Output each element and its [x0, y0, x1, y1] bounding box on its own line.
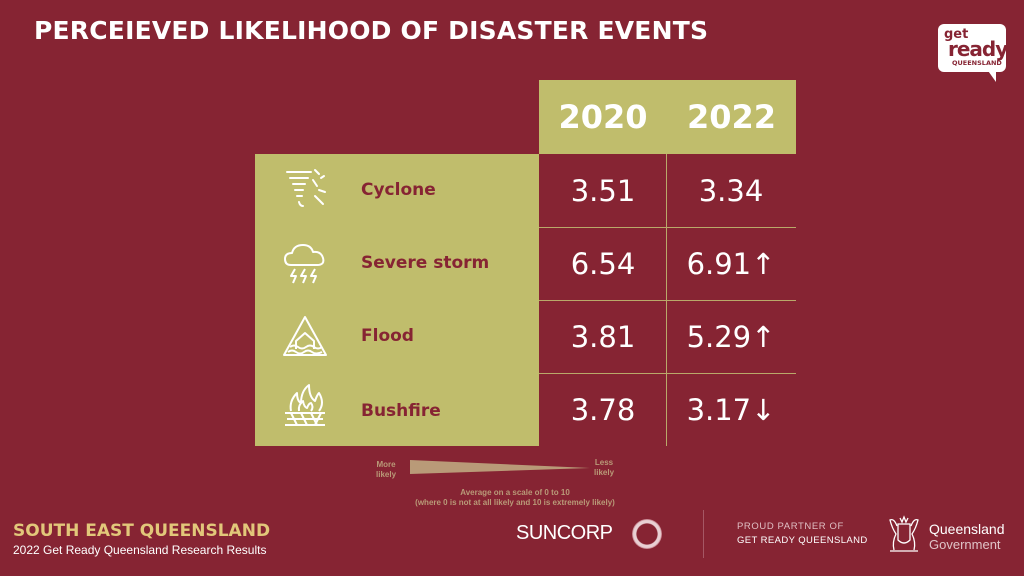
value-bushfire-2022: 3.17↓: [686, 392, 776, 427]
queensland-crest-icon: [889, 515, 919, 552]
value-flood-2020: 3.81: [570, 319, 636, 354]
row-divider: [539, 373, 796, 374]
cyclone-icon: [286, 169, 326, 207]
hazard-panel: Cyclone Severe storm Flood: [255, 154, 539, 446]
value-storm-2022: 6.91↑: [686, 246, 776, 281]
hazard-row-flood: Flood: [255, 300, 539, 373]
row-divider: [539, 300, 796, 301]
partner-line-1: PROUD PARTNER OF: [737, 521, 844, 532]
hazard-row-cyclone: Cyclone: [255, 154, 539, 227]
legend-more-likely: More likely: [376, 460, 397, 479]
column-divider: [666, 154, 667, 446]
report-subtitle: 2022 Get Ready Queensland Research Resul…: [13, 543, 267, 557]
value-cyclone-2020: 3.51: [570, 173, 636, 208]
hazard-label: Cyclone: [361, 180, 436, 200]
hazard-row-severe-storm: Severe storm: [255, 227, 539, 300]
column-header-2022: 2022: [667, 80, 796, 154]
storm-icon: [284, 244, 325, 284]
region-title: SOUTH EAST QUEENSLAND: [13, 521, 271, 541]
page-title: PERCEIEVED LIKELIHOOD OF DISASTER EVENTS: [34, 16, 709, 45]
footer-divider: [703, 510, 704, 558]
value-bushfire-2020: 3.78: [570, 392, 636, 427]
logo-ready: ready: [948, 37, 1008, 61]
suncorp-ring-icon: [632, 519, 662, 549]
flood-icon: [283, 316, 327, 356]
hazard-label: Bushfire: [361, 401, 441, 421]
value-flood-2022: 5.29↑: [686, 319, 776, 354]
partner-line-2: GET READY QUEENSLAND: [737, 535, 868, 546]
gov-line-1: Queensland: [929, 521, 1005, 537]
column-header-2020: 2020: [539, 80, 667, 154]
value-cyclone-2022: 3.34: [698, 173, 764, 208]
scale-note: Average on a scale of 0 to 10 (where 0 i…: [415, 488, 615, 507]
logo-get: get: [944, 27, 969, 42]
hazard-label: Severe storm: [361, 253, 490, 273]
get-ready-logo: get ready QUEENSLAND: [938, 24, 1008, 84]
logo-queensland: QUEENSLAND: [952, 59, 1002, 67]
hazard-label: Flood: [361, 326, 414, 346]
likelihood-wedge: [410, 460, 590, 474]
value-storm-2020: 6.54: [570, 246, 636, 281]
bushfire-icon: [285, 384, 325, 426]
suncorp-logo: SUNCORP: [516, 522, 613, 544]
gov-line-2: Government: [929, 537, 1001, 552]
hazard-row-bushfire: Bushfire: [255, 373, 539, 446]
row-divider: [539, 227, 796, 228]
legend-less-likely: Less likely: [594, 458, 615, 477]
